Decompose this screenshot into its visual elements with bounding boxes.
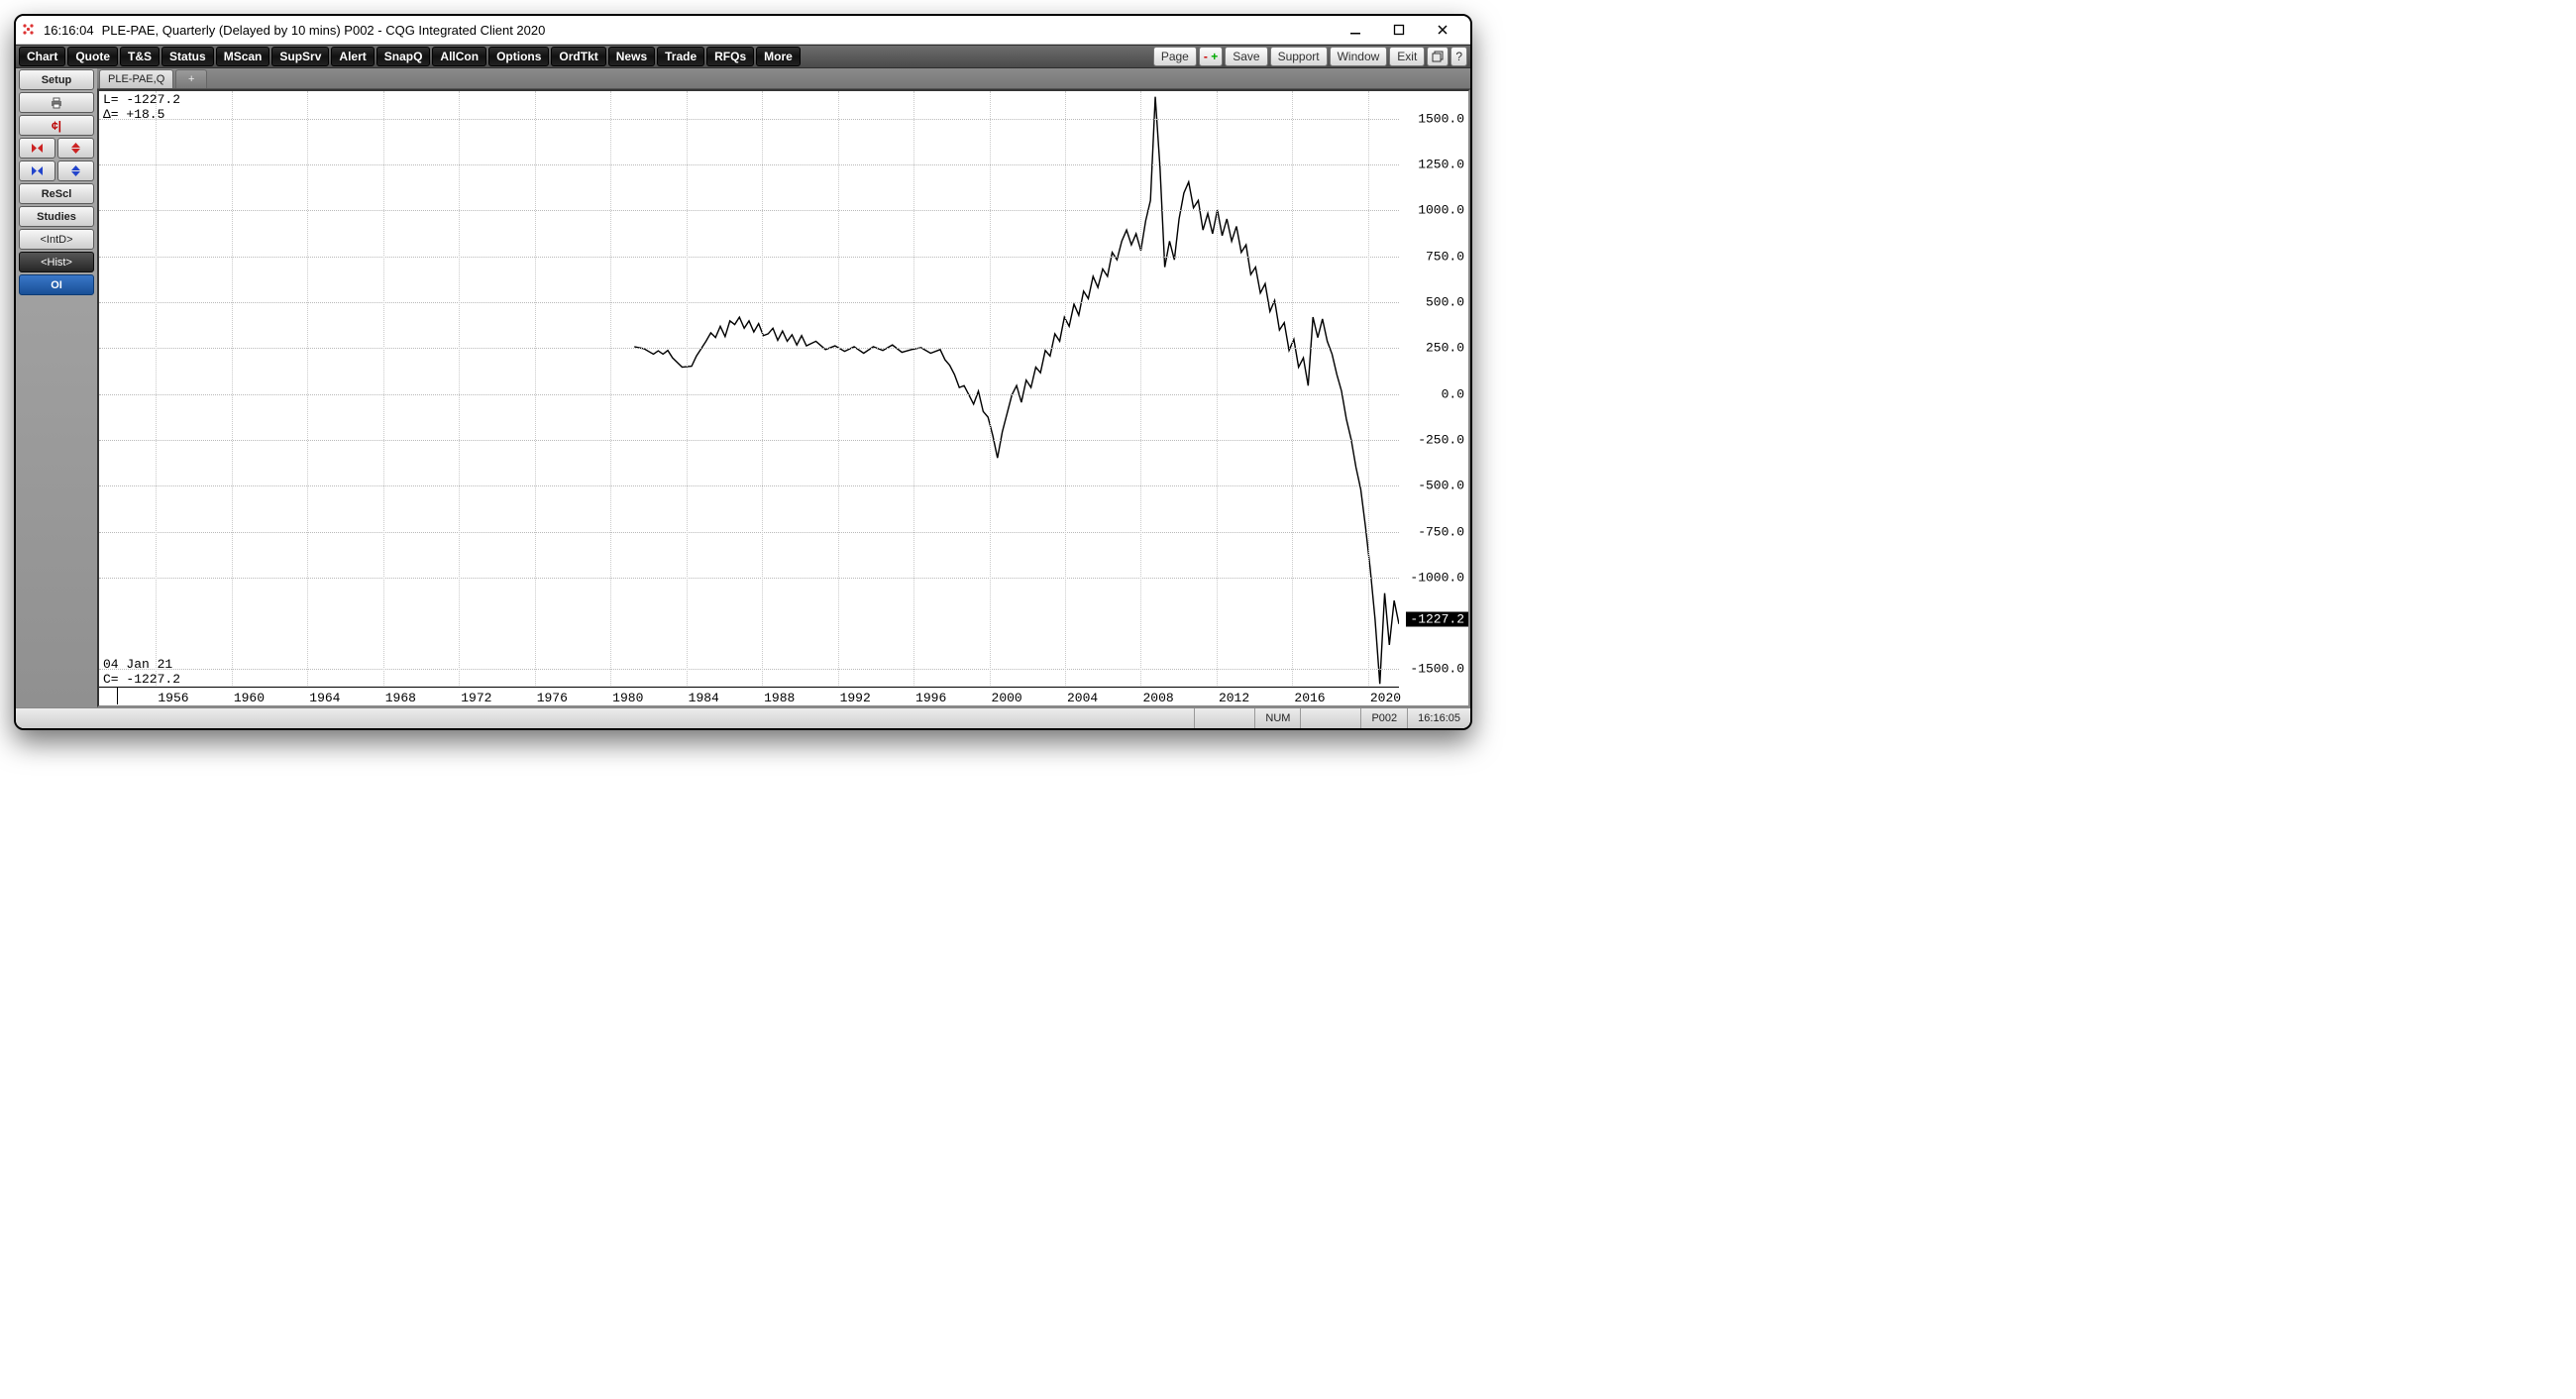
side-intd[interactable]: <IntD>: [19, 229, 94, 250]
x-tick-label: 1992: [840, 691, 871, 705]
y-tick-label: 500.0: [1426, 295, 1464, 310]
title-text: PLE-PAE, Quarterly (Delayed by 10 mins) …: [102, 23, 546, 38]
side-print[interactable]: [19, 92, 94, 113]
x-tick-label: 1964: [309, 691, 340, 705]
side-toolbar: Setup ¢| ReSclStudies<IntD><Hist>OI: [16, 68, 97, 707]
side-euro[interactable]: ¢|: [19, 115, 94, 136]
x-tick-label: 1960: [234, 691, 265, 705]
menu-quote[interactable]: Quote: [67, 47, 118, 66]
last-price-label: L= -1227.2: [103, 93, 180, 108]
y-tick-label: 250.0: [1426, 341, 1464, 356]
status-page: P002: [1360, 708, 1407, 728]
menu-more[interactable]: More: [756, 47, 801, 66]
menu-ordtkt[interactable]: OrdTkt: [551, 47, 605, 66]
x-tick-label: 1956: [158, 691, 188, 705]
menu-supsrv[interactable]: SupSrv: [271, 47, 329, 66]
x-tick-label: 1980: [612, 691, 643, 705]
menu-save[interactable]: Save: [1225, 47, 1267, 66]
side-ar-ud[interactable]: [57, 138, 94, 159]
x-tick-label: 2020: [1370, 691, 1401, 705]
x-tick-label: 1988: [764, 691, 795, 705]
menu-snapq[interactable]: SnapQ: [376, 47, 431, 66]
menu-support[interactable]: Support: [1270, 47, 1328, 66]
y-tick-label: 750.0: [1426, 249, 1464, 264]
x-tick-label: 2012: [1219, 691, 1249, 705]
tab-strip: PLE-PAE,Q +: [97, 68, 1470, 89]
title-clock: 16:16:04: [44, 23, 94, 38]
price-overlay-top: L= -1227.2 Δ= +18.5: [103, 93, 180, 123]
tab-symbol[interactable]: PLE-PAE,Q: [99, 69, 173, 88]
cursor-date-label: 04 Jan 21: [103, 658, 180, 673]
x-tick-label: 1968: [385, 691, 416, 705]
menu-alert[interactable]: Alert: [331, 47, 374, 66]
app-window: 16:16:04 PLE-PAE, Quarterly (Delayed by …: [14, 14, 1472, 730]
side-ar-ud[interactable]: [57, 161, 94, 181]
x-tick-label: 1976: [537, 691, 568, 705]
menu-�❐[interactable]: [1427, 47, 1449, 66]
y-tick-label: -1000.0: [1410, 570, 1464, 585]
x-tick-label: 1984: [689, 691, 719, 705]
side-studies[interactable]: Studies: [19, 206, 94, 227]
menu-status[interactable]: Status: [161, 47, 214, 66]
menu-chart[interactable]: Chart: [19, 47, 65, 66]
chart-panel: PLE-PAE,Q + L= -1227.2 Δ= +18.5 04 Jan 2…: [97, 68, 1470, 707]
menu-allcon[interactable]: AllCon: [432, 47, 486, 66]
y-tick-label: 1000.0: [1418, 203, 1464, 218]
status-time: 16:16:05: [1407, 708, 1470, 728]
menu--+[interactable]: - +: [1199, 47, 1223, 66]
y-tick-label: -1500.0: [1410, 662, 1464, 677]
title-bar: 16:16:04 PLE-PAE, Quarterly (Delayed by …: [16, 16, 1470, 45]
side-oi[interactable]: OI: [19, 274, 94, 295]
y-tick-label: -750.0: [1418, 524, 1464, 539]
minimize-button[interactable]: [1334, 16, 1377, 44]
tab-add-button[interactable]: +: [175, 69, 207, 88]
menu-rfqs[interactable]: RFQs: [706, 47, 754, 66]
x-tick-label: 2016: [1294, 691, 1325, 705]
menu-window[interactable]: Window: [1330, 47, 1388, 66]
menu-t&s[interactable]: T&S: [120, 47, 160, 66]
side-ar-rl[interactable]: [19, 161, 55, 181]
plot-region[interactable]: L= -1227.2 Δ= +18.5 04 Jan 21 C= -1227.2…: [99, 91, 1399, 705]
status-spacer2: [1300, 708, 1360, 728]
x-tick-label: 2004: [1067, 691, 1098, 705]
side-hist[interactable]: <Hist>: [19, 252, 94, 272]
side-setup[interactable]: Setup: [19, 69, 94, 90]
line-series: [99, 91, 1399, 711]
side-ar-rl[interactable]: [19, 138, 55, 159]
menu-page[interactable]: Page: [1153, 47, 1197, 66]
menu-options[interactable]: Options: [488, 47, 549, 66]
y-cursor-tag: -1227.2: [1406, 611, 1468, 626]
y-tick-label: 1250.0: [1418, 158, 1464, 172]
date-overlay-bottom: 04 Jan 21 C= -1227.2: [103, 658, 180, 688]
x-tick-label: 2008: [1142, 691, 1173, 705]
menu-?[interactable]: ?: [1450, 47, 1467, 66]
main-toolbar: ChartQuoteT&SStatusMScanSupSrvAlertSnapQ…: [16, 45, 1470, 68]
y-tick-label: -250.0: [1418, 432, 1464, 447]
status-numlock: NUM: [1254, 708, 1300, 728]
close-button[interactable]: [1421, 16, 1464, 44]
side-rescl[interactable]: ReScl: [19, 183, 94, 204]
delta-label: Δ= +18.5: [103, 108, 180, 123]
x-axis: 1956 1960 1964 1968 1972 1976 1980 1984 1988 1992…: [99, 687, 1399, 705]
y-axis: 1500.0 1250.0 1000.0 750.0 500.0 250.0 0.0 -250…: [1399, 91, 1468, 705]
menu-trade[interactable]: Trade: [657, 47, 704, 66]
menu-mscan[interactable]: MScan: [216, 47, 270, 66]
x-tick-label: 1972: [461, 691, 491, 705]
x-tick-label: 2000: [992, 691, 1022, 705]
menu-news[interactable]: News: [608, 47, 655, 66]
maximize-button[interactable]: [1377, 16, 1421, 44]
work-area: Setup ¢| ReSclStudies<IntD><Hist>OI PLE-PA…: [16, 68, 1470, 707]
status-spacer: [1194, 708, 1254, 728]
menu-exit[interactable]: Exit: [1389, 47, 1425, 66]
y-tick-label: -500.0: [1418, 479, 1464, 493]
y-tick-label: 1500.0: [1418, 111, 1464, 126]
x-tick-label: 1996: [915, 691, 946, 705]
y-tick-label: 0.0: [1442, 386, 1464, 401]
app-logo-icon: [22, 23, 36, 37]
close-price-label: C= -1227.2: [103, 673, 180, 688]
chart-area[interactable]: L= -1227.2 Δ= +18.5 04 Jan 21 C= -1227.2…: [97, 89, 1470, 707]
